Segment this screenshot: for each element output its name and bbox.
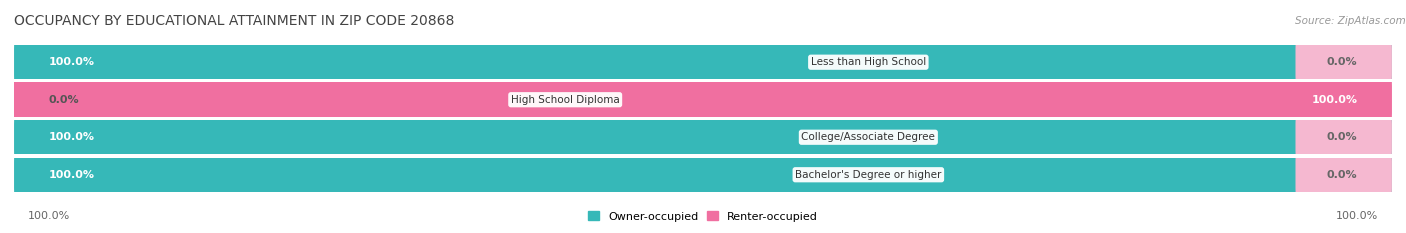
Text: 100.0%: 100.0% [48, 132, 94, 142]
Text: Bachelor's Degree or higher: Bachelor's Degree or higher [796, 170, 942, 180]
FancyBboxPatch shape [0, 69, 1392, 130]
FancyBboxPatch shape [14, 31, 1399, 93]
FancyBboxPatch shape [14, 31, 1392, 93]
Text: Source: ZipAtlas.com: Source: ZipAtlas.com [1295, 16, 1406, 26]
FancyBboxPatch shape [1295, 106, 1392, 168]
Text: College/Associate Degree: College/Associate Degree [801, 132, 935, 142]
Text: OCCUPANCY BY EDUCATIONAL ATTAINMENT IN ZIP CODE 20868: OCCUPANCY BY EDUCATIONAL ATTAINMENT IN Z… [14, 14, 454, 28]
Text: 100.0%: 100.0% [48, 170, 94, 180]
Text: High School Diploma: High School Diploma [510, 95, 620, 105]
Text: 100.0%: 100.0% [1312, 95, 1358, 105]
FancyBboxPatch shape [1295, 144, 1392, 206]
Text: 0.0%: 0.0% [1327, 57, 1358, 67]
Text: 100.0%: 100.0% [1336, 211, 1378, 221]
FancyBboxPatch shape [14, 144, 1392, 206]
Text: 0.0%: 0.0% [1327, 132, 1358, 142]
Text: Less than High School: Less than High School [811, 57, 927, 67]
FancyBboxPatch shape [14, 69, 1392, 130]
FancyBboxPatch shape [1295, 31, 1392, 93]
Text: 100.0%: 100.0% [48, 57, 94, 67]
Text: 100.0%: 100.0% [28, 211, 70, 221]
FancyBboxPatch shape [14, 144, 1399, 206]
Text: 0.0%: 0.0% [48, 95, 79, 105]
FancyBboxPatch shape [14, 106, 1399, 168]
FancyBboxPatch shape [14, 69, 111, 130]
Text: 0.0%: 0.0% [1327, 170, 1358, 180]
FancyBboxPatch shape [14, 106, 1392, 168]
Legend: Owner-occupied, Renter-occupied: Owner-occupied, Renter-occupied [583, 207, 823, 226]
